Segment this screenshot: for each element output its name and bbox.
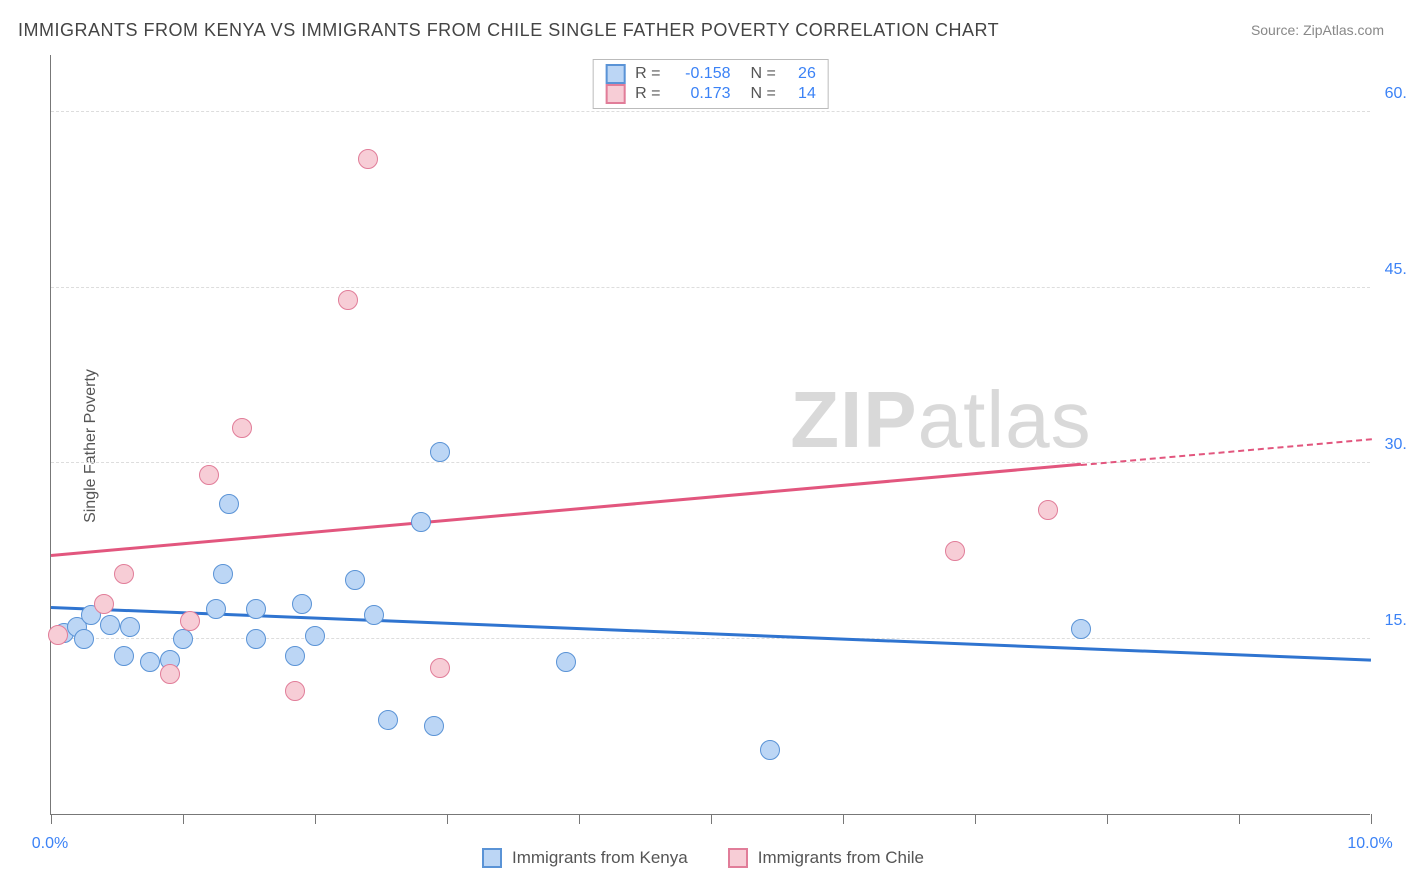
data-point — [246, 599, 266, 619]
legend-r-label: R = — [635, 85, 660, 103]
y-tick-label: 60.0% — [1385, 85, 1406, 103]
legend-r-label: R = — [635, 65, 660, 83]
data-point — [556, 652, 576, 672]
legend-swatch — [605, 84, 625, 104]
x-tick — [579, 814, 580, 824]
x-tick — [975, 814, 976, 824]
legend-swatch — [728, 848, 748, 868]
data-point — [760, 740, 780, 760]
legend-n-value: 14 — [786, 85, 816, 103]
data-point — [213, 564, 233, 584]
y-tick-label: 15.0% — [1385, 612, 1406, 630]
legend-swatch — [605, 64, 625, 84]
legend-row: R = -0.158 N = 26 — [605, 64, 816, 84]
watermark-rest: atlas — [918, 375, 1092, 464]
legend-n-label: N = — [751, 85, 776, 103]
gridline — [51, 462, 1370, 463]
series-legend-item: Immigrants from Kenya — [482, 848, 688, 868]
data-point — [364, 605, 384, 625]
data-point — [206, 599, 226, 619]
correlation-legend: R = -0.158 N = 26 R = 0.173 N = 14 — [592, 59, 829, 109]
scatter-plot: ZIPatlas R =-0.158N =26R =0.173N =14 15.… — [50, 55, 1370, 815]
data-point — [411, 512, 431, 532]
x-tick — [843, 814, 844, 824]
legend-swatch — [482, 848, 502, 868]
y-tick-label: 45.0% — [1385, 261, 1406, 279]
data-point — [48, 625, 68, 645]
data-point — [1038, 500, 1058, 520]
data-point — [114, 646, 134, 666]
series-legend: Immigrants from Kenya Immigrants from Chi… — [482, 848, 924, 868]
x-tick-label: 0.0% — [32, 835, 68, 853]
x-tick — [1107, 814, 1108, 824]
legend-n-label: N = — [751, 65, 776, 83]
watermark: ZIPatlas — [790, 374, 1091, 466]
data-point — [305, 626, 325, 646]
data-point — [1071, 619, 1091, 639]
data-point — [173, 629, 193, 649]
data-point — [100, 615, 120, 635]
data-point — [285, 681, 305, 701]
data-point — [74, 629, 94, 649]
data-point — [430, 442, 450, 462]
x-tick — [183, 814, 184, 824]
y-tick-label: 30.0% — [1385, 436, 1406, 454]
data-point — [285, 646, 305, 666]
data-point — [180, 611, 200, 631]
data-point — [430, 658, 450, 678]
data-point — [140, 652, 160, 672]
data-point — [120, 617, 140, 637]
x-tick-label: 10.0% — [1347, 835, 1392, 853]
series-name: Immigrants from Chile — [758, 848, 924, 868]
gridline — [51, 111, 1370, 112]
data-point — [345, 570, 365, 590]
data-point — [424, 716, 444, 736]
data-point — [94, 594, 114, 614]
data-point — [358, 149, 378, 169]
series-legend-item: Immigrants from Chile — [728, 848, 924, 868]
data-point — [160, 664, 180, 684]
data-point — [232, 418, 252, 438]
legend-n-value: 26 — [786, 65, 816, 83]
series-name: Immigrants from Kenya — [512, 848, 688, 868]
data-point — [338, 290, 358, 310]
x-tick — [1239, 814, 1240, 824]
source-label: Source: ZipAtlas.com — [1251, 22, 1384, 38]
chart-title: IMMIGRANTS FROM KENYA VS IMMIGRANTS FROM… — [18, 20, 999, 41]
x-tick — [315, 814, 316, 824]
x-tick — [447, 814, 448, 824]
x-tick — [1371, 814, 1372, 824]
data-point — [378, 710, 398, 730]
data-point — [219, 494, 239, 514]
legend-row: R = 0.173 N = 14 — [605, 84, 816, 104]
gridline — [51, 287, 1370, 288]
data-point — [945, 541, 965, 561]
data-point — [114, 564, 134, 584]
data-point — [292, 594, 312, 614]
data-point — [199, 465, 219, 485]
legend-r-value: 0.173 — [671, 85, 731, 103]
watermark-bold: ZIP — [790, 375, 917, 464]
x-tick — [51, 814, 52, 824]
data-point — [246, 629, 266, 649]
legend-r-value: -0.158 — [671, 65, 731, 83]
x-tick — [711, 814, 712, 824]
